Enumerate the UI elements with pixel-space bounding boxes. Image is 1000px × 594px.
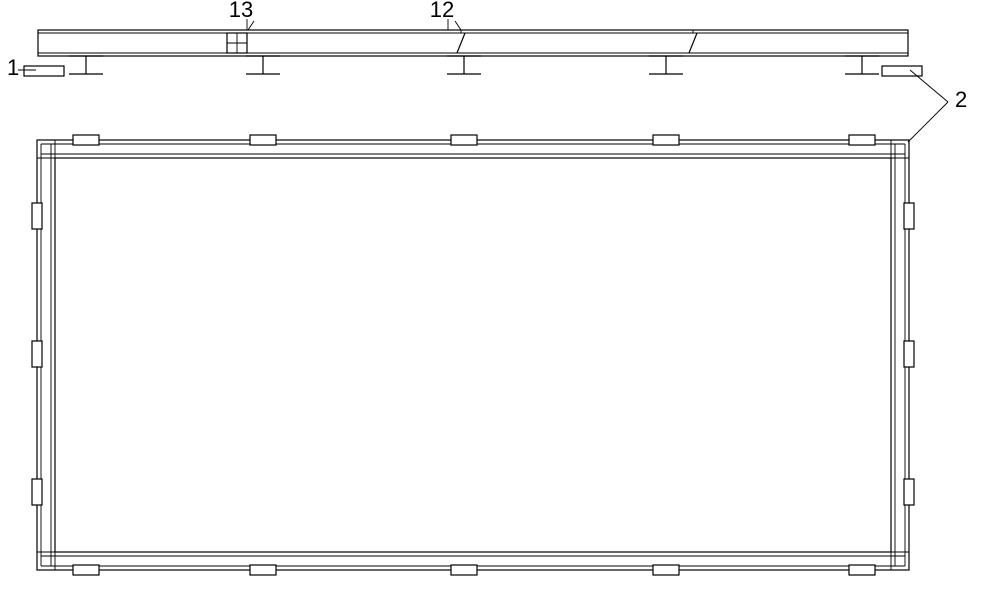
slab-outline — [38, 30, 908, 56]
plan-inner-opening — [55, 158, 891, 552]
label-12: 12 — [430, 0, 454, 22]
tab-bottom — [250, 565, 276, 575]
label-13: 13 — [229, 0, 253, 22]
foot-left — [24, 66, 64, 76]
tab-left — [32, 341, 42, 367]
tab-bottom — [653, 565, 679, 575]
joint-seam — [457, 33, 465, 53]
tab-top — [250, 135, 276, 145]
tab-right — [904, 479, 914, 505]
tab-bottom — [849, 565, 875, 575]
label-2: 2 — [955, 87, 967, 112]
tab-bottom — [73, 565, 99, 575]
tab-bottom — [451, 565, 477, 575]
side-view — [24, 30, 922, 76]
i-beam — [845, 56, 879, 74]
i-beam — [246, 56, 280, 74]
tab-top — [849, 135, 875, 145]
leader-from12 — [455, 21, 461, 30]
i-beam — [69, 56, 103, 74]
leader-from2_bot — [908, 102, 948, 142]
tab-right — [904, 203, 914, 229]
leader-from2_top — [910, 70, 948, 102]
label-1: 1 — [7, 55, 19, 80]
tab-left — [32, 479, 42, 505]
leader-from13 — [248, 21, 254, 30]
tab-top — [73, 135, 99, 145]
tab-right — [904, 341, 914, 367]
joint-seam — [689, 33, 697, 53]
tab-left — [32, 203, 42, 229]
tab-top — [653, 135, 679, 145]
annotations: 131212 — [7, 0, 967, 142]
i-beam — [447, 56, 481, 74]
i-beam — [649, 56, 683, 74]
tab-top — [451, 135, 477, 145]
plan-view — [32, 135, 914, 575]
